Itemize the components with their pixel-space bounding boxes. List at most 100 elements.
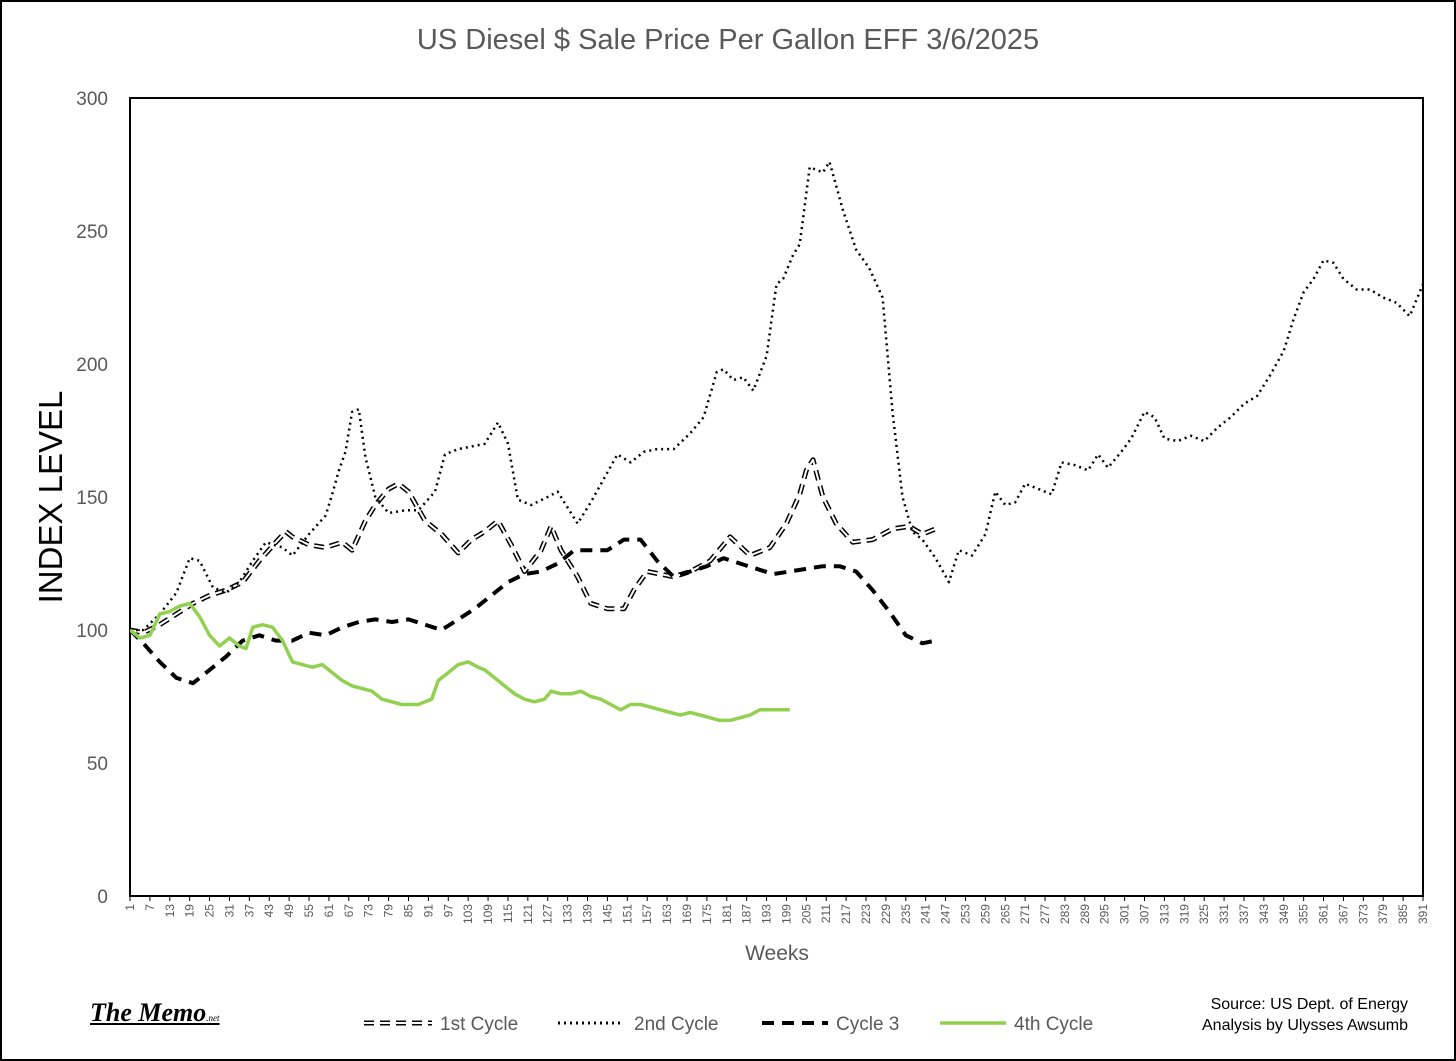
x-tick-label: 367 [1336,904,1350,924]
x-tick-label: 37 [242,904,256,918]
x-tick-label: 319 [1177,904,1191,924]
source-note: Source: US Dept. of Energy Analysis by U… [1202,994,1408,1036]
x-tick-label: 343 [1257,904,1271,924]
x-tick-label: 61 [322,904,336,918]
x-axis-label: Weeks [745,942,809,965]
series-line-4th-cycle [130,601,790,723]
y-tick-label: 150 [76,488,108,509]
y-tick-label: 100 [76,621,108,642]
plot-area-border [129,97,1424,897]
x-tick-label: 85 [401,904,415,918]
logo-suffix: .net [206,1013,220,1023]
series-line-2nd-cycle [130,160,1423,632]
x-tick-label: 277 [1038,904,1052,924]
x-tick-label: 313 [1157,904,1171,924]
x-tick-label: 157 [640,904,654,924]
x-tick-label: 73 [362,904,376,918]
x-tick-label: 109 [481,904,495,924]
x-tick-label: 31 [222,904,236,918]
x-tick-label: 121 [521,904,535,924]
x-tick-label: 103 [461,904,475,924]
x-tick-label: 265 [998,904,1012,924]
x-tick-label: 247 [939,904,953,924]
x-tick-label: 229 [879,904,893,924]
series-lines [130,160,1423,723]
x-tick-label: 349 [1277,904,1291,924]
x-tick-label: 67 [342,904,356,918]
x-tick-label: 337 [1237,904,1251,924]
x-tick-label: 373 [1356,904,1370,924]
x-tick-label: 7 [143,904,157,911]
x-tick-label: 235 [899,904,913,924]
x-tick-label: 97 [441,904,455,918]
x-tick-label: 151 [620,904,634,924]
x-tick-label: 199 [779,904,793,924]
x-tick-label: 223 [859,904,873,924]
x-tick-label: 385 [1396,904,1410,924]
legend-item-4th-cycle[interactable]: 4th Cycle [940,1014,1093,1035]
legend-label-2nd-cycle: 2nd Cycle [634,1014,719,1035]
x-tick-label: 289 [1078,904,1092,924]
y-tick-label: 50 [87,754,108,775]
x-tick-label: 145 [600,904,614,924]
x-tick-label: 127 [541,904,555,924]
series-line-1st-cycle [130,457,937,636]
x-tick-label: 175 [700,904,714,924]
x-tick-label: 169 [680,904,694,924]
x-tick-label: 55 [302,904,316,918]
x-tick-label: 331 [1217,904,1231,924]
source-line-2: Analysis by Ulysses Awsumb [1202,1017,1408,1034]
x-tick-label: 241 [919,904,933,924]
x-tick-label: 181 [720,904,734,924]
legend-label-4th-cycle: 4th Cycle [1014,1014,1093,1035]
x-tick-label: 13 [163,904,177,918]
x-tick-label: 139 [581,904,595,924]
x-tick-label: 253 [958,904,972,924]
legend-label-1st-cycle: 1st Cycle [440,1014,518,1035]
y-axis-label: INDEX LEVEL [32,391,69,604]
x-tick-label: 91 [421,904,435,918]
legend-item-cycle-3[interactable]: Cycle 3 [762,1014,899,1035]
y-axis-ticks: 0 50 100 150 200 250 300 [76,89,108,908]
x-tick-label: 301 [1118,904,1132,924]
y-tick-label: 250 [76,222,108,243]
source-line-1: Source: US Dept. of Energy [1210,996,1408,1013]
x-tick-label: 193 [760,904,774,924]
y-tick-label: 200 [76,355,108,376]
x-tick-label: 43 [262,904,276,918]
x-tick-label: 295 [1098,904,1112,924]
x-tick-label: 115 [501,904,515,923]
the-memo-logo: The Memo.net [90,998,220,1028]
legend-item-1st-cycle[interactable]: 1st Cycle [364,1014,518,1035]
x-tick-label: 283 [1058,904,1072,924]
x-tick-label: 307 [1138,904,1152,924]
x-tick-label: 259 [978,904,992,924]
x-tick-label: 325 [1197,904,1211,924]
x-tick-label: 391 [1416,904,1430,924]
x-tick-label: 79 [382,904,396,918]
legend: 1st Cycle 2nd Cycle Cycle 3 4th Cycle [364,1014,1093,1035]
x-tick-label: 25 [203,904,217,918]
legend-label-cycle-3: Cycle 3 [836,1014,899,1035]
x-tick-label: 211 [819,904,833,923]
y-tick-label: 0 [97,887,108,908]
x-tick-label: 271 [1018,904,1032,924]
x-tick-label: 205 [799,904,813,924]
series-line-1st-cycle [130,458,936,634]
x-tick-label: 163 [660,904,674,924]
x-tick-label: 187 [740,904,754,924]
series-line-cycle-3 [130,537,937,686]
x-tick-label: 133 [561,904,575,924]
x-axis-ticks: 1 7 13 19 25 31 37 43 49 55 61 67 73 79 85 91 97 103 109 11… [123,896,1430,924]
x-tick-label: 361 [1317,904,1331,924]
x-tick-label: 379 [1376,904,1390,924]
x-tick-label: 49 [282,904,296,918]
legend-item-2nd-cycle[interactable]: 2nd Cycle [558,1014,719,1035]
x-tick-label: 217 [839,904,853,924]
x-tick-label: 19 [183,904,197,918]
y-tick-label: 300 [76,89,108,110]
chart-title: US Diesel $ Sale Price Per Gallon EFF 3/… [416,24,1040,56]
logo-text: The Memo [90,998,207,1027]
